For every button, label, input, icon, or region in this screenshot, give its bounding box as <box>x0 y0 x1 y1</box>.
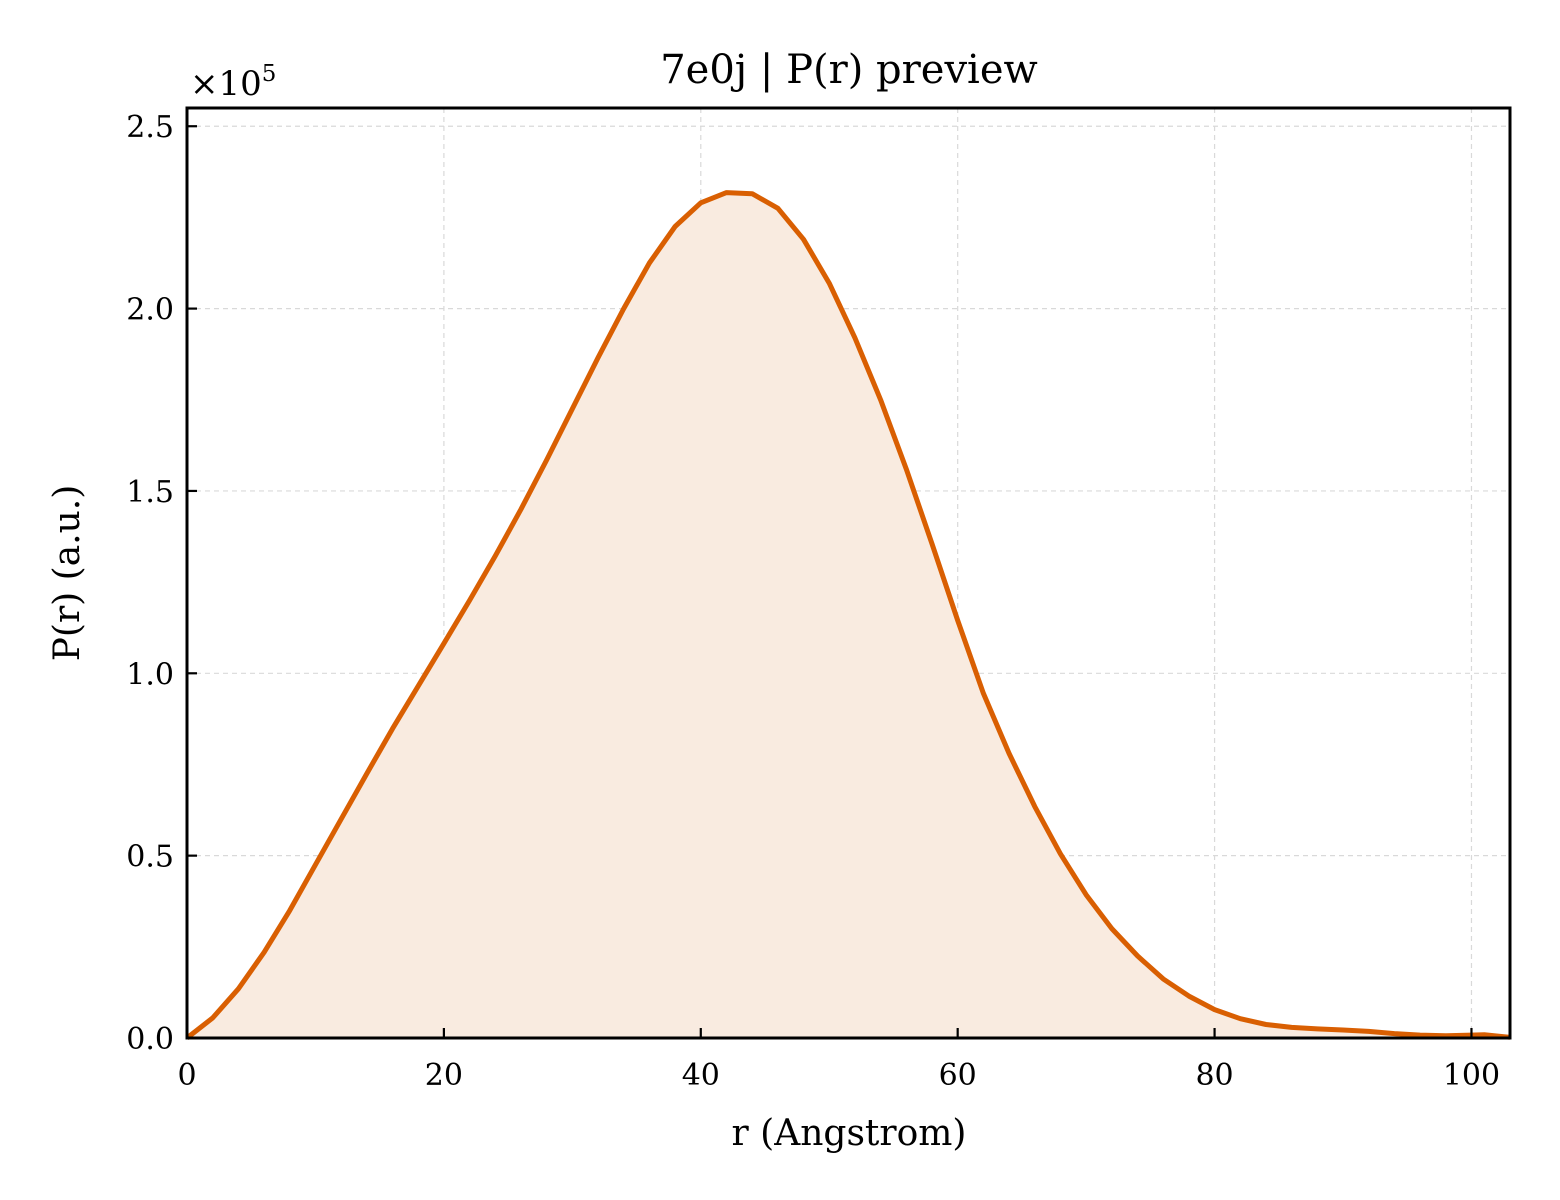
x-tick-label: 60 <box>939 1058 977 1093</box>
y-tick-label: 2.0 <box>126 293 174 328</box>
y-axis-label: P(r) (a.u.) <box>47 485 88 662</box>
plot-frame <box>185 106 1512 1040</box>
y-axis-multiplier: ×105 <box>190 61 276 104</box>
chart-title: 7e0j | P(r) preview <box>660 47 1038 93</box>
x-tick-label: 100 <box>1443 1058 1500 1093</box>
y-axis-multiplier-exponent: 5 <box>262 61 277 87</box>
y-tick-label: 0.5 <box>126 840 174 875</box>
y-tick-label: 1.0 <box>126 657 174 692</box>
x-axis-ticks: 0 20 40 60 80 100 <box>177 1028 1500 1093</box>
x-tick-label: 20 <box>425 1058 463 1093</box>
x-axis-label: r (Angstrom) <box>732 1113 967 1154</box>
y-tick-label: 2.5 <box>126 110 174 145</box>
y-tick-label: 1.5 <box>126 475 174 510</box>
y-tick-label: 0.0 <box>126 1022 174 1057</box>
x-tick-label: 80 <box>1195 1058 1233 1093</box>
series-line <box>185 190 1511 1040</box>
y-axis-ticks: 0.0 0.5 1.0 1.5 2.0 2.5 <box>126 110 197 1057</box>
x-tick-label: 0 <box>177 1058 196 1093</box>
x-tick-label: 40 <box>682 1058 720 1093</box>
series-area-fill <box>187 192 1510 1039</box>
